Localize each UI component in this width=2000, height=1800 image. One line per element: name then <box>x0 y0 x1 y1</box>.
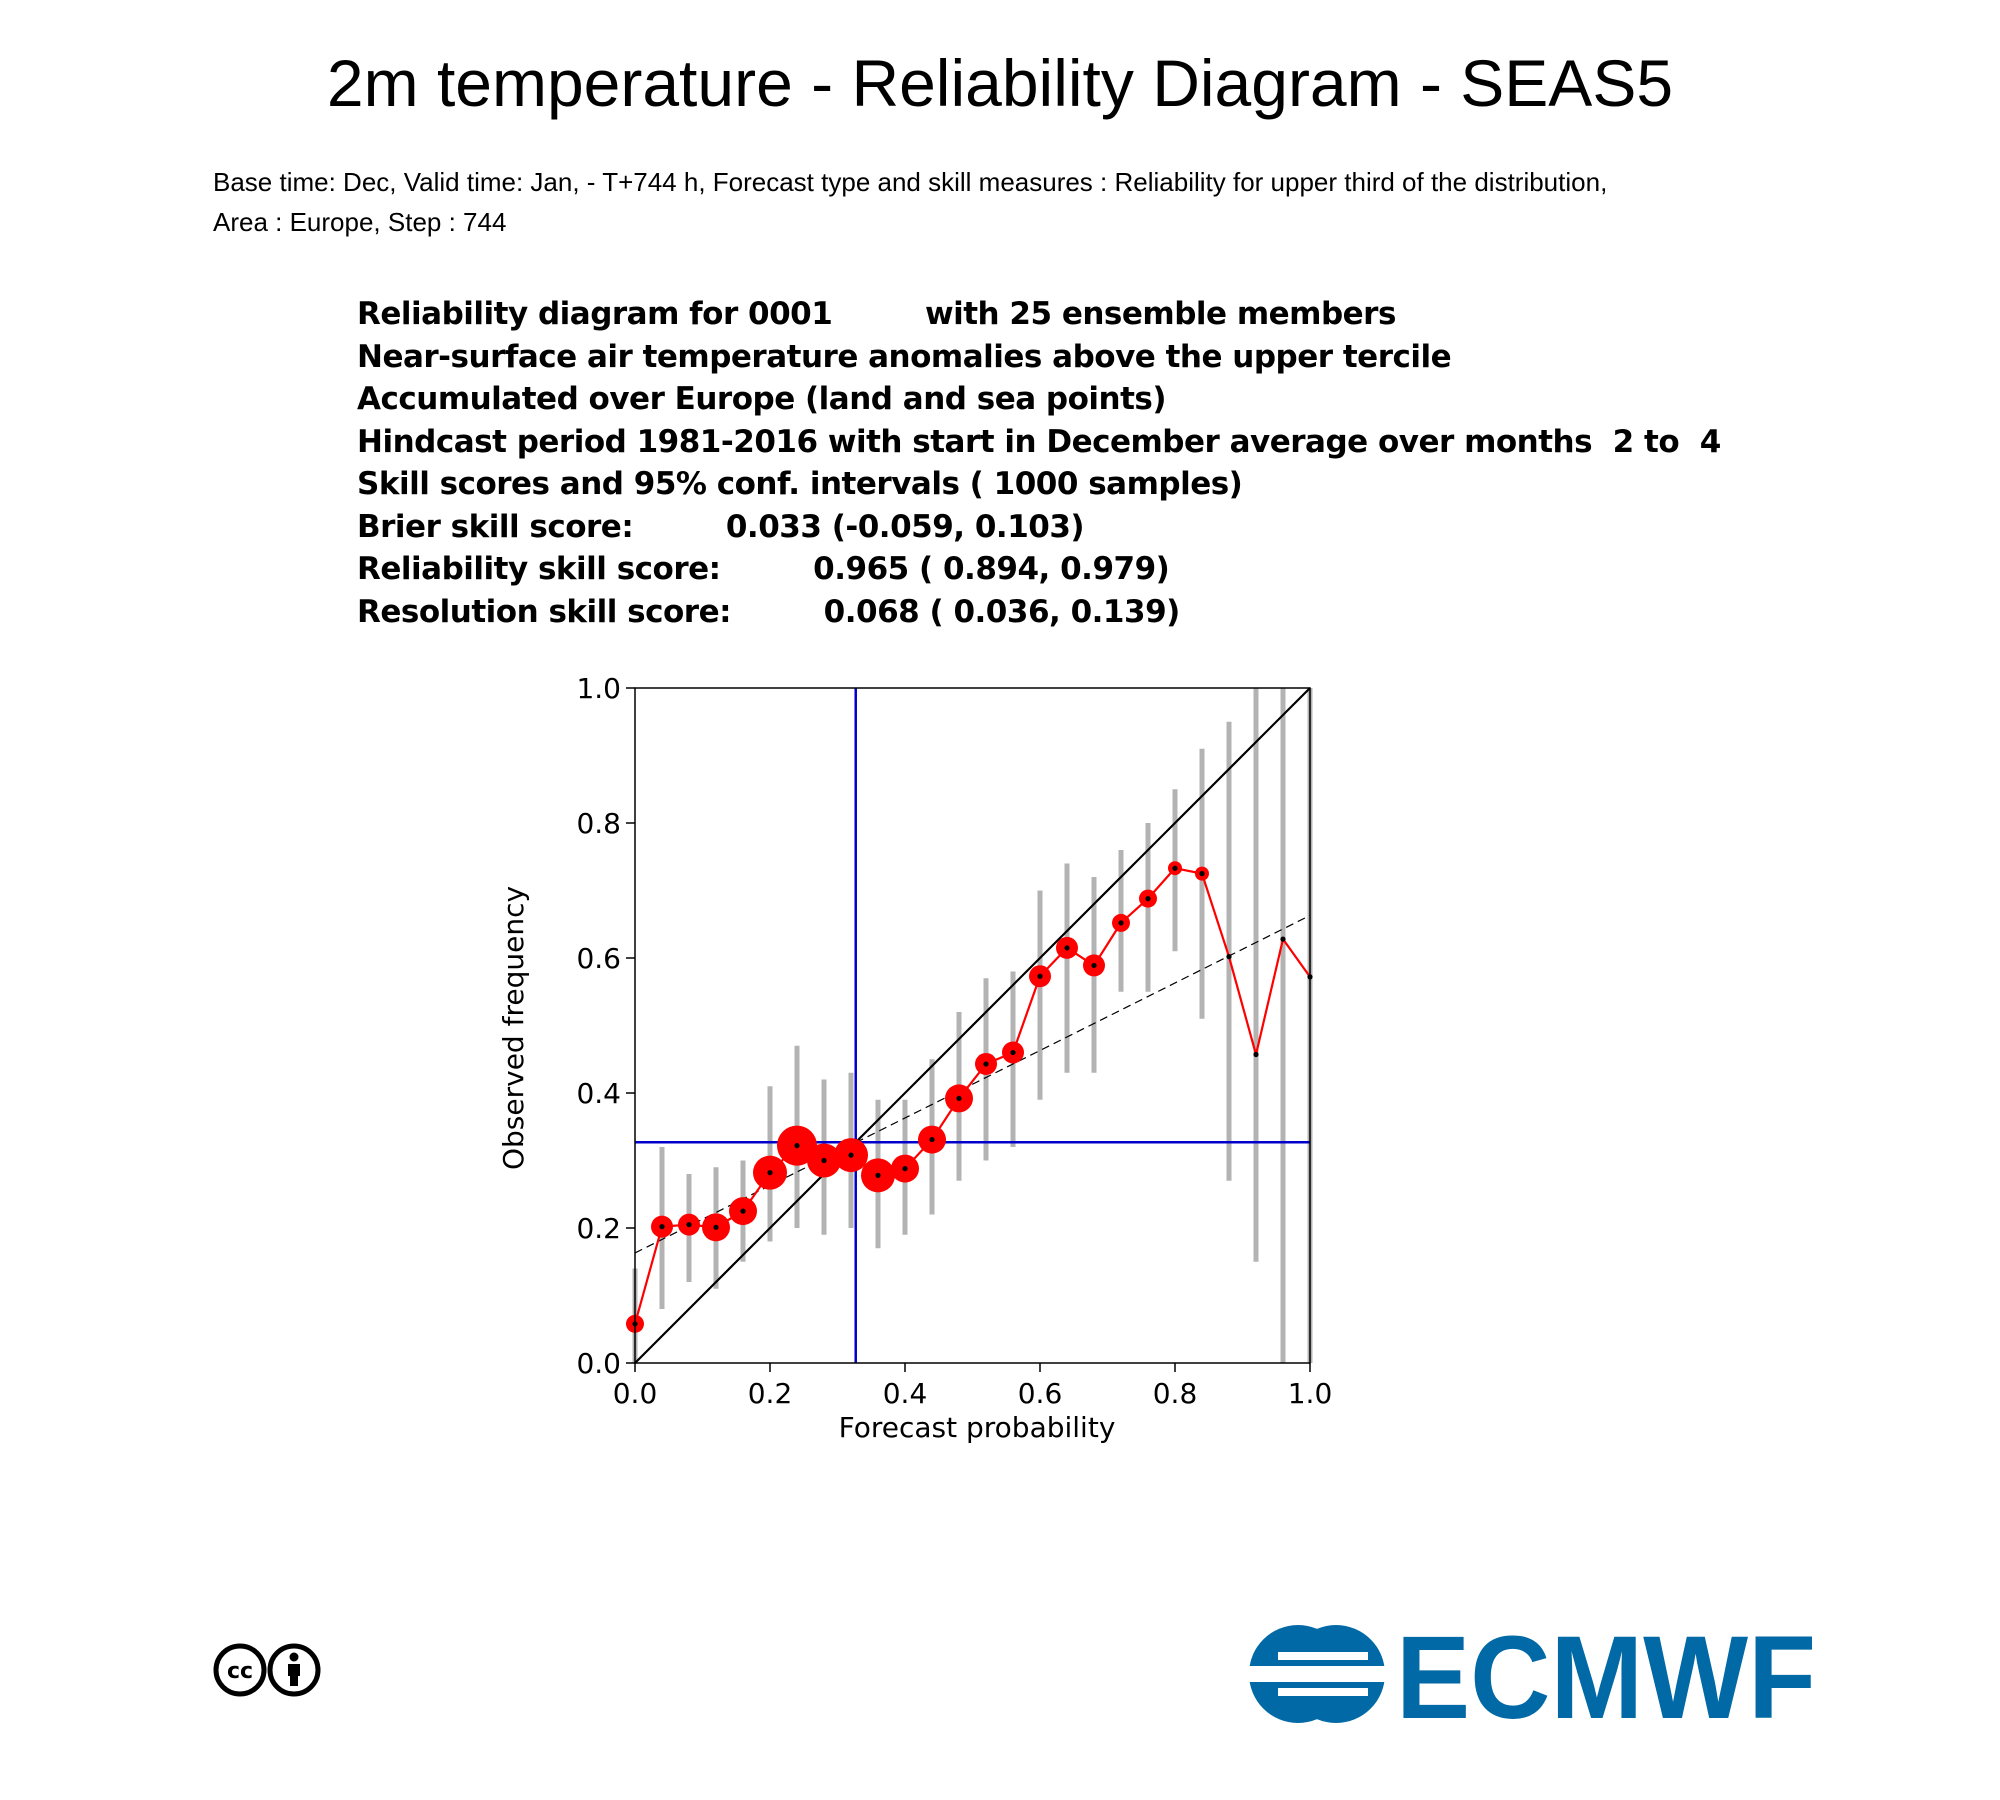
reliability-point-center <box>929 1136 935 1143</box>
brier-skill-score: Brier skill score: 0.033 (-0.059, 0.103) <box>357 508 1085 545</box>
reliability-point-center <box>686 1222 692 1228</box>
perfect-reliability-diagonal <box>634 687 1311 1364</box>
reliability-point-center <box>794 1143 800 1149</box>
reliability-point-center <box>1199 871 1205 877</box>
reliability-point-center <box>956 1095 962 1101</box>
x-tick-label: 0.8 <box>1153 1377 1198 1410</box>
reliability-point-center <box>1226 954 1232 960</box>
x-tick-label: 1.0 <box>1288 1377 1333 1410</box>
y-tick-label: 0.6 <box>576 942 621 975</box>
info-line: Reliability diagram for 0001 with 25 ens… <box>357 296 1396 332</box>
reliability-point-center <box>875 1172 881 1178</box>
svg-text:cc: cc <box>227 1659 253 1684</box>
x-tick-label: 0.6 <box>1018 1377 1063 1410</box>
y-tick-label: 0.2 <box>576 1212 621 1245</box>
x-tick-label: 0.4 <box>883 1377 928 1410</box>
y-tick-label: 0.4 <box>576 1077 621 1110</box>
subtitle: Base time: Dec, Valid time: Jan, - T+744… <box>213 162 1853 242</box>
plot-frame <box>634 687 1311 1364</box>
y-tick-label: 1.0 <box>576 672 621 705</box>
reliability-point-center <box>902 1166 908 1172</box>
reference-lines <box>634 687 1311 1364</box>
reliability-point-center <box>1145 896 1151 902</box>
reliability-point-center <box>1037 973 1043 979</box>
info-line: Near-surface air temperature anomalies a… <box>357 338 1452 375</box>
reliability-point-center <box>848 1152 854 1158</box>
reliability-point-center <box>767 1170 773 1176</box>
x-ticks: 0.0 0.2 0.4 0.6 0.8 1.0 <box>613 1363 1333 1410</box>
reliability-chart: 0.0 0.2 0.4 0.6 0.8 1.0 0.0 0.2 0.4 0.6 0.8 1.0 Fo… <box>497 672 1333 1444</box>
y-ticks: 0.0 0.2 0.4 0.6 0.8 1.0 <box>576 672 635 1380</box>
ecmwf-logo-text: ECMWF <box>1396 1614 1816 1734</box>
reliability-point-center <box>659 1224 665 1230</box>
x-tick-label: 0.0 <box>613 1377 658 1410</box>
reliability-point-center <box>1172 865 1178 871</box>
ecmwf-logo: ECMWF <box>1248 1614 1816 1734</box>
cc-by-license-icon: cc <box>213 1643 321 1697</box>
subtitle-line: Base time: Dec, Valid time: Jan, - T+744… <box>213 167 1608 197</box>
skill-info-block: Reliability diagram for 0001 with 25 ens… <box>357 293 1721 633</box>
reliability-series <box>626 861 1313 1333</box>
y-tick-label: 0.8 <box>576 807 621 840</box>
reliability-skill-score: Reliability skill score: 0.965 ( 0.894, … <box>357 551 1170 587</box>
x-axis-label: Forecast probability <box>839 1411 1116 1444</box>
plot-area-border <box>634 687 1311 1364</box>
reliability-point-center <box>1118 920 1124 926</box>
y-tick-label: 0.0 <box>576 1347 621 1380</box>
resolution-skill-score: Resolution skill score: 0.068 ( 0.036, 0… <box>357 593 1180 630</box>
reliability-point-center <box>713 1224 719 1230</box>
reliability-point-center <box>1064 945 1070 951</box>
reliability-point-center <box>983 1061 989 1067</box>
info-line: Skill scores and 95% conf. intervals ( 1… <box>357 466 1243 502</box>
info-line: Hindcast period 1981-2016 with start in … <box>357 423 1721 460</box>
reliability-point-center <box>1091 962 1097 969</box>
reliability-point-center <box>1253 1051 1259 1058</box>
page-title: 2m temperature - Reliability Diagram - S… <box>326 46 1674 120</box>
info-line: Accumulated over Europe (land and sea po… <box>357 381 1167 417</box>
y-axis-label: Observed frequency <box>497 886 530 1170</box>
regression-line <box>634 914 1311 1254</box>
reliability-point-center <box>740 1208 746 1214</box>
reliability-point-center <box>1280 936 1286 942</box>
x-tick-label: 0.2 <box>748 1377 793 1410</box>
reliability-point-center <box>1010 1049 1016 1056</box>
reliability-point-center <box>821 1157 827 1164</box>
subtitle-line: Area : Europe, Step : 744 <box>213 207 507 237</box>
